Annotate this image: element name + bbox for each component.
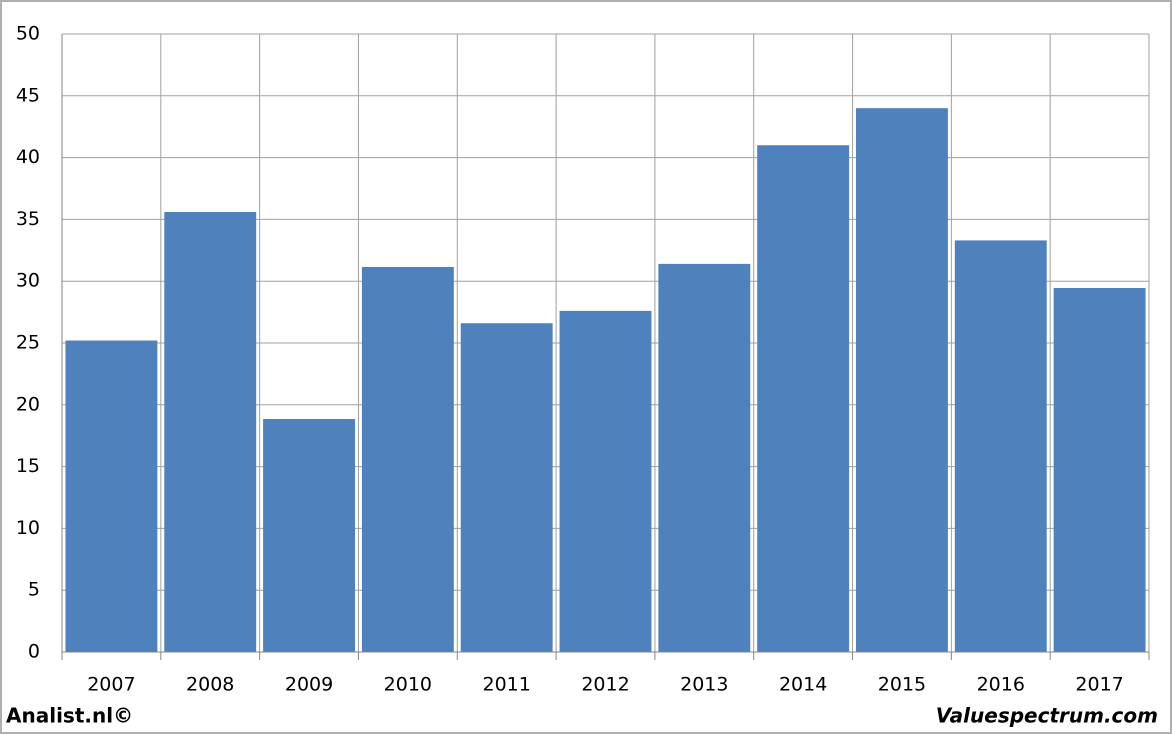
x-tick-label: 2010: [384, 674, 432, 696]
x-tick-label: 2007: [87, 674, 135, 696]
bar: [460, 323, 553, 652]
y-tick-label: 35: [16, 208, 40, 230]
x-tick-label: 2016: [977, 674, 1025, 696]
y-tick-label: 15: [16, 455, 40, 477]
bar: [164, 211, 257, 652]
y-tick-label: 0: [28, 641, 40, 663]
y-tick-label: 45: [16, 84, 40, 106]
x-tick-label: 2012: [581, 674, 629, 696]
x-tick-label: 2013: [680, 674, 728, 696]
watermark-label: Valuespectrum.com: [936, 704, 1158, 728]
bar: [263, 419, 355, 652]
y-tick-label: 30: [16, 270, 40, 292]
bar: [856, 108, 948, 652]
source-label: Analist.nl©: [6, 704, 133, 728]
y-tick-label: 10: [16, 517, 40, 539]
y-tick-label: 40: [16, 146, 40, 168]
y-tick-label: 20: [16, 393, 40, 415]
x-tick-label: 2011: [483, 674, 531, 696]
x-tick-label: 2015: [878, 674, 926, 696]
x-tick-label: 2009: [285, 674, 333, 696]
bar: [559, 310, 652, 652]
bar: [954, 240, 1047, 653]
x-tick-label: 2017: [1075, 674, 1123, 696]
y-tick-label: 5: [28, 579, 40, 601]
bar: [757, 145, 850, 653]
y-tick-label: 25: [16, 332, 40, 354]
bar: [361, 266, 454, 652]
bar: [65, 340, 158, 652]
bar: [658, 263, 751, 652]
bar: [1053, 287, 1146, 652]
x-tick-label: 2014: [779, 674, 827, 696]
x-tick-label: 2008: [186, 674, 234, 696]
y-tick-label: 50: [16, 23, 40, 45]
